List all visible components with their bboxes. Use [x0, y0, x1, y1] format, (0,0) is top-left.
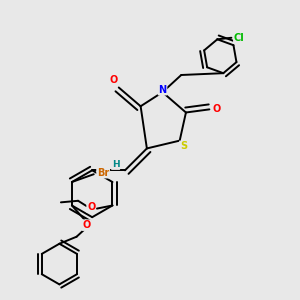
Text: S: S	[180, 141, 187, 151]
Text: O: O	[212, 104, 220, 114]
Text: Cl: Cl	[234, 33, 244, 43]
Text: Br: Br	[97, 168, 109, 178]
Text: N: N	[158, 85, 166, 95]
Text: O: O	[87, 202, 95, 212]
Text: O: O	[82, 220, 91, 230]
Text: O: O	[110, 75, 118, 85]
Text: H: H	[112, 160, 119, 169]
